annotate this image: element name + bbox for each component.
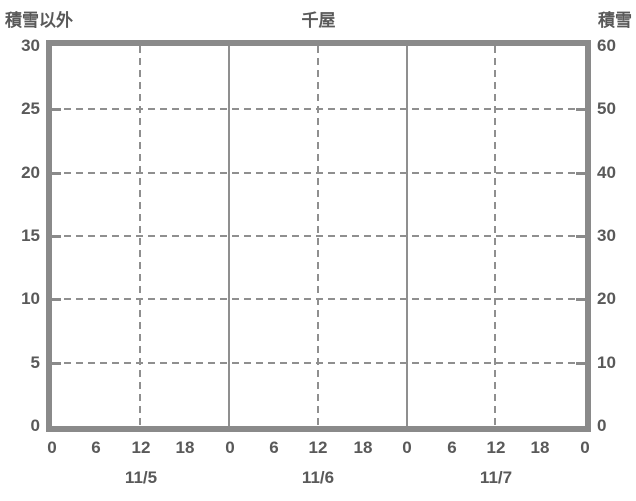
axis-tick [52,172,61,175]
v-gridline-noon [494,46,496,426]
axis-tick [576,298,585,301]
y-left-tick-label: 15 [21,226,40,245]
x-hour-label: 0 [580,438,590,457]
plot-area [46,40,591,432]
axis-tick [576,362,585,365]
x-date-label: 11/5 [124,468,158,487]
axis-tick [576,235,585,238]
y-left-tick-label: 30 [21,36,40,55]
x-hour-label: 18 [530,438,550,457]
y-left-tick-label: 10 [21,289,40,308]
chart-title: 千屋 [301,11,336,30]
x-date-label: 11/6 [301,468,335,487]
right-axis-title: 積雪 [598,11,632,30]
x-date-label: 11/7 [479,468,513,487]
y-left-tick-label: 20 [21,163,40,182]
x-hour-label: 0 [47,438,57,457]
y-left-tick-label: 25 [21,99,40,118]
x-hour-label: 18 [353,438,373,457]
axis-tick [52,362,61,365]
x-hour-label: 12 [131,438,151,457]
axis-tick [576,108,585,111]
v-gridline-midnight [228,46,230,426]
v-gridline-noon [139,46,141,426]
y-right-tick-label: 20 [597,289,616,308]
y-right-tick-label: 0 [597,416,607,435]
y-left-tick-label: 5 [30,353,40,372]
axis-tick [52,235,61,238]
y-right-tick-label: 30 [597,226,616,245]
v-gridline-noon [317,46,319,426]
x-hour-label: 18 [175,438,195,457]
axis-tick [52,298,61,301]
x-hour-label: 6 [269,438,279,457]
x-hour-label: 6 [91,438,101,457]
axis-tick [52,108,61,111]
y-right-tick-label: 10 [597,353,616,372]
v-gridline-midnight [406,46,408,426]
x-hour-label: 12 [486,438,506,457]
x-hour-label: 12 [308,438,328,457]
y-right-tick-label: 50 [597,99,616,118]
y-right-tick-label: 60 [597,36,616,55]
x-hour-label: 0 [402,438,412,457]
y-right-tick-label: 40 [597,163,616,182]
left-axis-title: 積雪以外 [5,11,73,30]
x-hour-label: 0 [225,438,235,457]
y-left-tick-label: 0 [30,416,40,435]
axis-tick [576,172,585,175]
x-hour-label: 6 [447,438,457,457]
